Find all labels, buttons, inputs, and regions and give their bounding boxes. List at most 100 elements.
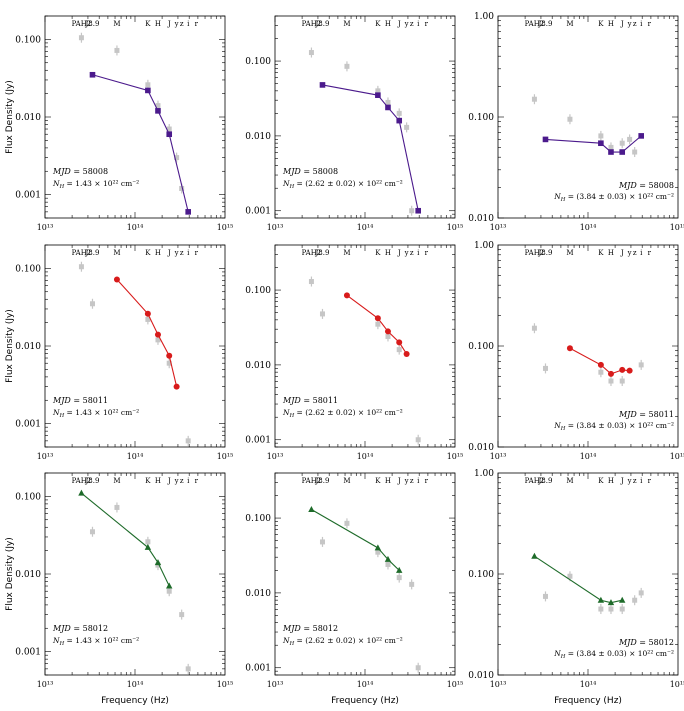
observed-point bbox=[375, 549, 381, 555]
band-label: M bbox=[113, 477, 120, 485]
observed-point bbox=[542, 593, 548, 599]
band-label: K bbox=[375, 249, 381, 257]
x-tick-label: 10¹³ bbox=[267, 452, 284, 461]
mjd-annotation: MJD = 58008 bbox=[618, 181, 674, 190]
model-point bbox=[375, 92, 381, 98]
observed-point bbox=[531, 96, 537, 102]
model-point bbox=[619, 149, 626, 155]
y-tick-label: 0.001 bbox=[245, 207, 271, 217]
model-point bbox=[385, 104, 391, 111]
model-point bbox=[78, 489, 85, 496]
mjd-annotation: MJD = 58012 bbox=[52, 624, 108, 633]
y-tick-label: 0.010 bbox=[15, 342, 41, 352]
band-label: r bbox=[648, 20, 652, 28]
mjd-annotation: MJD = 58011 bbox=[282, 396, 338, 405]
observed-point bbox=[608, 144, 614, 150]
band-label: K bbox=[375, 477, 381, 485]
band-label: M bbox=[343, 20, 350, 28]
observed-point bbox=[319, 311, 325, 317]
band-label: K bbox=[375, 20, 381, 28]
band-label: z bbox=[180, 477, 184, 485]
x-tick-label: 10¹⁵ bbox=[447, 680, 464, 689]
band-label: J bbox=[397, 20, 401, 28]
band-label: J8.9 bbox=[315, 20, 330, 28]
observed-point bbox=[166, 360, 172, 366]
y-tick-label: 0.010 bbox=[245, 132, 271, 142]
observed-point bbox=[89, 301, 95, 307]
x-tick-label: 10¹⁴ bbox=[357, 452, 374, 461]
observed-point bbox=[145, 539, 151, 545]
model-point bbox=[619, 366, 626, 373]
model-point bbox=[89, 71, 96, 78]
observed-point bbox=[166, 126, 172, 132]
band-label: i bbox=[187, 20, 190, 28]
band-label: y bbox=[627, 477, 632, 485]
x-tick-label: 10¹⁴ bbox=[357, 223, 374, 232]
y-tick-label: 0.100 bbox=[15, 35, 41, 45]
observed-point bbox=[179, 185, 185, 191]
band-label: M bbox=[566, 477, 573, 485]
band-label: z bbox=[633, 20, 637, 28]
band-label: J bbox=[620, 249, 624, 257]
model-point bbox=[384, 328, 391, 335]
observed-point bbox=[396, 575, 402, 581]
nh-annotation: NH = (3.84 ± 0.03) × 10²² cm⁻² bbox=[553, 421, 674, 432]
band-label: y bbox=[627, 20, 632, 28]
y-tick-label: 0.010 bbox=[468, 443, 494, 453]
band-label: J bbox=[620, 20, 624, 28]
y-tick-label: 0.001 bbox=[15, 648, 41, 658]
band-label: PAH2 bbox=[72, 477, 92, 485]
model-point bbox=[166, 582, 173, 589]
observed-point bbox=[385, 561, 391, 567]
model-point bbox=[415, 207, 421, 214]
band-label: M bbox=[343, 249, 350, 257]
band-label: K bbox=[145, 249, 151, 257]
band-label: M bbox=[113, 249, 120, 257]
band-label: J8.9 bbox=[538, 477, 553, 485]
mjd-annotation: MJD = 58008 bbox=[282, 167, 338, 176]
observed-point bbox=[308, 50, 314, 56]
observed-point bbox=[344, 520, 350, 526]
observed-point bbox=[619, 140, 625, 146]
model-point bbox=[154, 331, 161, 338]
observed-point bbox=[409, 581, 415, 587]
observed-point bbox=[531, 325, 537, 331]
band-label: PAH2 bbox=[72, 249, 92, 257]
nh-annotation: NH = (3.84 ± 0.03) × 10²² cm⁻² bbox=[553, 192, 674, 203]
y-tick-label: 0.010 bbox=[468, 671, 494, 681]
x-tick-label: 10¹³ bbox=[37, 680, 54, 689]
model-point bbox=[608, 149, 614, 155]
band-label: r bbox=[425, 249, 429, 257]
band-label: y bbox=[404, 20, 409, 28]
nh-annotation: NH = 1.43 × 10²² cm⁻² bbox=[52, 636, 139, 647]
observed-point bbox=[78, 264, 84, 270]
y-tick-label: 0.100 bbox=[15, 492, 41, 502]
y-axis-title: Flux Density (Jy) bbox=[5, 309, 15, 383]
band-label: r bbox=[425, 477, 429, 485]
y-tick-label: 0.010 bbox=[468, 214, 494, 224]
band-label: J bbox=[620, 477, 624, 485]
observed-point bbox=[409, 208, 415, 214]
model-series-line bbox=[311, 509, 400, 571]
model-point bbox=[374, 544, 382, 551]
band-label: r bbox=[425, 20, 429, 28]
band-label: y bbox=[404, 249, 409, 257]
y-tick-label: 0.001 bbox=[15, 191, 41, 201]
observed-point bbox=[404, 124, 410, 130]
mjd-annotation: MJD = 58011 bbox=[52, 396, 108, 405]
observed-point bbox=[415, 665, 421, 671]
x-axis-title: Frequency (Hz) bbox=[331, 696, 399, 706]
x-tick-label: 10¹⁵ bbox=[217, 452, 234, 461]
x-tick-label: 10¹⁴ bbox=[580, 452, 597, 461]
band-label: z bbox=[410, 477, 414, 485]
observed-point bbox=[396, 110, 402, 116]
nh-annotation: NH = (2.62 ± 0.02) × 10²² cm⁻² bbox=[282, 179, 403, 190]
band-label: r bbox=[648, 477, 652, 485]
band-label: J bbox=[397, 477, 401, 485]
band-label: J8.9 bbox=[85, 249, 100, 257]
model-point bbox=[319, 82, 326, 88]
